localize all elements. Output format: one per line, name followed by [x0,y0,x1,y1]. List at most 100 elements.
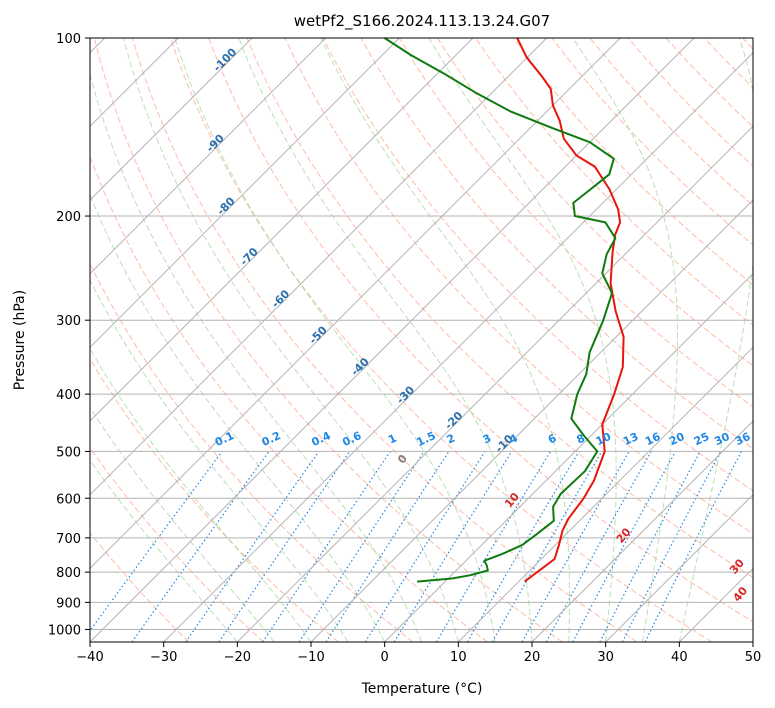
dry-adiabat-line [131,38,638,642]
y-tick-label: 800 [56,566,81,581]
mixing-ratio-line [521,451,630,642]
isotherm-line [90,38,474,422]
isotherm-line [531,420,753,642]
y-tick-label: 500 [56,445,81,460]
mixing-ratio-line [298,451,425,642]
isotherm-label: -70 [238,245,261,268]
y-tick-label: 200 [56,210,81,225]
dry-adiabat-line [208,38,753,623]
dry-adiabat-line [246,38,753,578]
mixing-ratio-label: 8 [575,432,587,447]
mixing-ratio-label: 3 [481,432,493,447]
isotherm-line [90,38,695,642]
background-lines [90,38,753,642]
chart-title: wetPf2_S166.2024.113.13.24.G07 [294,12,550,31]
dry-adiabat-line [90,262,414,642]
x-tick-label: 0 [381,650,389,665]
x-tick-label: 30 [597,650,614,665]
moist-adiabat-line [90,347,312,642]
isotherm-line [752,641,753,642]
moist-adiabat-line [123,38,459,642]
moist-adiabat-line [90,406,275,642]
x-tick-label: 40 [671,650,688,665]
mixing-ratio-line [185,451,320,642]
moist-adiabat-line [320,38,570,642]
mixing-ratio-line [262,451,391,642]
dry-adiabat-line [284,38,753,535]
y-tick-label: 100 [56,32,81,47]
isotherm-label: -90 [204,132,227,155]
isotherm-line [678,567,753,642]
moist-adiabat-line [90,278,349,642]
moist-adiabat-line [90,459,238,642]
y-tick-label: 700 [56,532,81,547]
y-tick-label: 300 [56,314,81,329]
isotherm-line [90,38,327,275]
mixing-ratio-line [644,451,743,642]
moist-adiabat-line [572,38,678,642]
x-tick-label: 20 [524,650,541,665]
x-tick-label: −20 [224,650,251,665]
y-tick-label: 600 [56,492,81,507]
x-tick-label: 10 [450,650,467,665]
isotherm-label: -60 [269,287,292,310]
mixing-ratio-label: 25 [692,430,711,448]
dry-adiabat-line [436,38,753,367]
mixing-ratio-label: 0.4 [310,429,333,449]
dry-adiabat-label: 40 [730,584,750,604]
mixing-ratio-label: 36 [733,430,753,448]
mixing-ratio-line [572,451,677,642]
temperature-profile-line [516,38,625,583]
dry-adiabat-line [90,358,339,642]
mixing-ratio-line [621,451,722,642]
isotherm-label: -30 [394,383,417,406]
isotherm-label: -50 [307,323,330,346]
mixing-ratio-line [325,451,450,642]
dry-adiabat-line [93,38,563,642]
isotherm-label: -80 [214,194,237,217]
dewpoint-profile-line [384,38,617,583]
mixing-ratio-label: 1 [386,432,398,447]
dry-adiabat-line [665,38,753,128]
mixing-ratio-line [466,451,580,642]
dry-adiabat-line [703,38,753,89]
y-axis: 100 200 300 400 500 600 700 800 900 1000 [48,32,90,638]
moist-adiabat-line [678,38,753,642]
moist-adiabat-line [90,193,386,642]
moist-adiabat-line [238,38,533,642]
isotherm-label: -20 [442,409,465,432]
mixing-ratio-line [218,451,351,642]
mixing-ratio-line [90,451,223,632]
mixing-ratio-label: 30 [712,430,732,448]
mixing-ratio-label: 20 [667,430,687,448]
isotherm-line [90,38,253,201]
x-tick-label: −30 [150,650,177,665]
isotherm-line [605,493,753,642]
mixing-ratio-label: 16 [643,430,663,448]
x-tick-label: −40 [76,650,103,665]
plot-frame [89,37,754,643]
isotherm-line [90,38,400,349]
mixing-ratio-line [545,451,652,642]
dry-adiabat-line [170,38,712,642]
isotherm-label: -100 [211,45,240,74]
x-tick-label: −10 [297,650,324,665]
dry-adiabat-line [360,38,753,450]
dry-adiabat-line [90,446,264,642]
y-axis-label: Pressure (hPa) [12,290,28,390]
dry-adiabat-line [742,38,753,50]
mixing-ratio-label: 2 [445,432,457,447]
isotherm-line [163,51,753,642]
mixing-ratio-label: 1.5 [415,429,438,449]
mixing-ratio-line [393,451,513,642]
dry-adiabat-line [90,531,190,642]
isotherm-line [384,272,753,642]
mixing-ratio-label: 6 [546,431,559,446]
mixing-ratio-label: 0.2 [260,429,283,449]
x-axis-label: Temperature (°C) [361,681,483,697]
y-tick-label: 1000 [48,623,81,638]
x-axis: −40 −30 −20 −10 0 10 20 30 40 50 [76,642,761,665]
dry-adiabat-line [90,155,488,642]
moist-adiabat-line [428,38,617,642]
